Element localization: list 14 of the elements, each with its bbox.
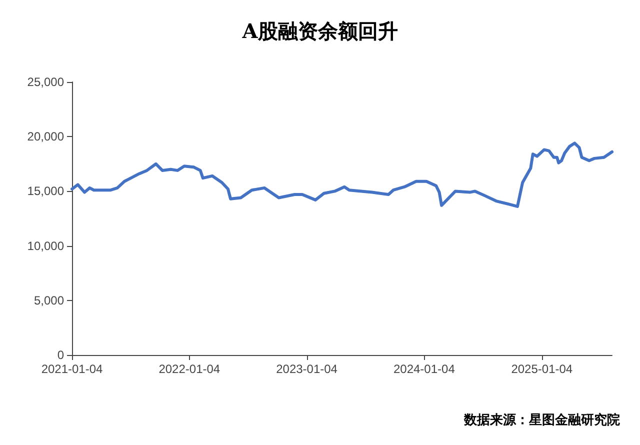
y-tick-label: 15,000	[27, 184, 64, 198]
y-tick-label: 0	[57, 348, 64, 362]
source-note: 数据来源：星图金融研究院	[463, 412, 620, 428]
x-tick-label: 2022-01-04	[158, 362, 220, 376]
chart-title: A股融资余额回升	[241, 19, 398, 43]
x-tick-label: 2025-01-04	[511, 362, 573, 376]
x-tick-label: 2021-01-04	[41, 362, 104, 376]
y-tick-label: 5,000	[34, 293, 64, 308]
line-series	[70, 142, 614, 208]
y-tick-label: 10,000	[27, 238, 64, 253]
x-tick-label: 2023-01-04	[276, 362, 338, 376]
y-tick-label: 20,000	[27, 130, 64, 144]
y-tick-label: 25,000	[27, 75, 64, 89]
x-tick-label: 2024-01-04	[393, 362, 456, 376]
